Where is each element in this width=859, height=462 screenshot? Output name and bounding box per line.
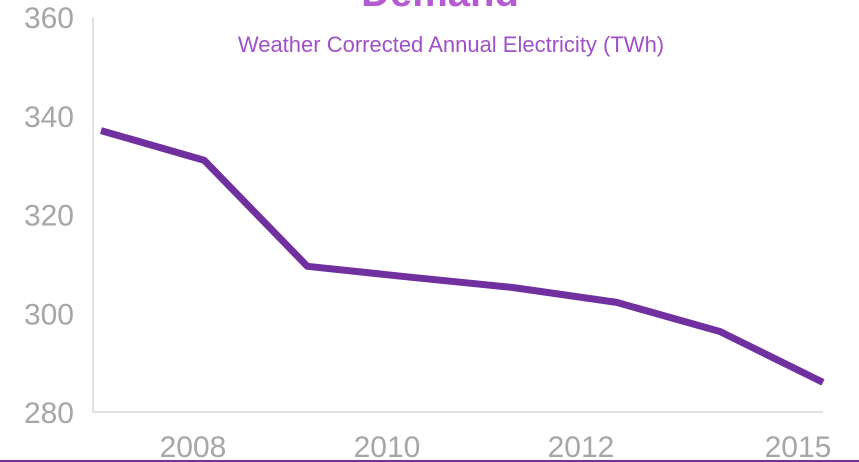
x-tick-label: 2008 [160,431,227,462]
y-axis-ticks: 280 300 320 340 360 [24,2,74,430]
x-tick-label: 2012 [548,431,615,462]
chart-title: Demand [361,0,519,15]
y-tick-label: 300 [24,298,74,331]
x-tick-label: 2010 [354,431,421,462]
y-tick-label: 360 [24,2,74,35]
series-group [100,127,825,386]
x-axis-ticks: 2008 2010 2012 2015 [160,431,832,462]
chart-subtitle: Weather Corrected Annual Electricity (TW… [238,32,664,57]
x-tick-label: 2015 [765,431,832,462]
series-line [100,127,825,386]
y-tick-label: 340 [24,101,74,134]
y-tick-label: 320 [24,200,74,233]
y-tick-label: 280 [24,397,74,430]
